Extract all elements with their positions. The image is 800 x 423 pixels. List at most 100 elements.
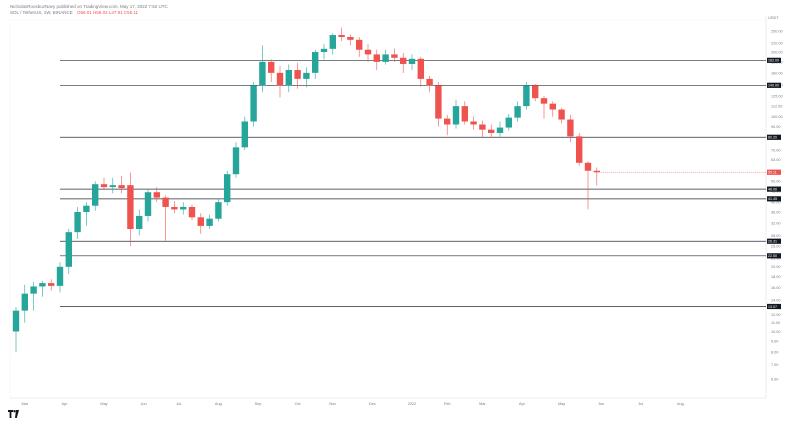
- candle-body: [136, 215, 143, 229]
- candle-bullish: [83, 202, 90, 226]
- candle-body: [496, 127, 504, 133]
- candle-bearish: [294, 62, 301, 89]
- candle-body: [320, 48, 328, 53]
- candle-body: [426, 78, 433, 86]
- candle-bearish: [188, 204, 196, 221]
- tradingview-logo[interactable]: [8, 405, 20, 423]
- candle-bearish: [576, 132, 583, 166]
- candle-body: [188, 206, 196, 218]
- candle-bearish: [400, 52, 407, 73]
- candle-bearish: [127, 172, 134, 247]
- candle-bullish: [452, 99, 460, 129]
- candle-bullish: [408, 54, 416, 70]
- candle-bullish: [259, 45, 266, 93]
- candle-bullish: [144, 189, 152, 222]
- price-tick-label: 9.00: [771, 340, 778, 344]
- candle-body: [259, 61, 266, 86]
- candle-bullish: [312, 49, 319, 79]
- candle-bearish: [338, 27, 345, 42]
- price-tick-label: 7.00: [771, 363, 778, 367]
- candle-body: [74, 211, 81, 233]
- candle-bearish: [461, 101, 468, 125]
- candle-body: [356, 39, 363, 50]
- price-tick-label: 12.00: [771, 313, 781, 317]
- price-tick-label: 28.00: [771, 234, 781, 238]
- candle-body: [452, 106, 460, 125]
- candle-bearish: [100, 177, 108, 191]
- candle-bearish: [444, 114, 451, 136]
- time-tick-label: Apr: [61, 402, 68, 406]
- time-tick-label: Dec: [369, 402, 376, 406]
- candle-bearish: [373, 49, 380, 70]
- candle-bearish: [540, 95, 548, 119]
- candle-body: [461, 106, 468, 122]
- candle-body: [584, 162, 592, 171]
- level-tag: [767, 253, 781, 259]
- last-price-tag: [767, 169, 781, 175]
- last-price-marker: 55.11: [600, 169, 781, 175]
- price-tick-label: 11.00: [771, 321, 780, 325]
- candle-body: [56, 266, 64, 286]
- candle-bearish: [364, 44, 372, 62]
- time-tick-label: 2022: [408, 402, 416, 406]
- time-tick-label: Jul: [638, 402, 643, 406]
- candle-bullish: [232, 142, 240, 178]
- candle-bearish: [479, 120, 486, 138]
- horizontal-levels: 183.00 140.00 80.20 46.00 41.45 26.31 22.50 13.…: [60, 57, 781, 310]
- level-tag: [767, 238, 781, 244]
- level-tag-label: 26.31: [768, 240, 777, 244]
- candle-bearish: [488, 124, 495, 138]
- candle-bearish: [276, 66, 284, 98]
- candle-bullish: [241, 116, 248, 150]
- level-tag-label: 140.00: [768, 84, 779, 88]
- candle-body: [65, 232, 72, 267]
- candle-body: [549, 103, 556, 110]
- price-tick-label: 6.00: [771, 378, 778, 382]
- level-tag-label: 46.00: [768, 188, 777, 192]
- candle-bearish: [268, 59, 275, 83]
- symbol-ohlc-line: SOL / TetherUS, 1W, BINANCE O56.01 H58.0…: [10, 10, 168, 16]
- candle-body: [83, 205, 90, 212]
- candle-body: [100, 184, 108, 188]
- candle-bullish: [74, 206, 81, 239]
- candle-body: [408, 58, 416, 64]
- time-tick-label: Sep: [255, 402, 262, 406]
- plot-area: [9, 19, 767, 399]
- candle-body: [268, 61, 275, 73]
- candle-body: [532, 85, 539, 99]
- candle-body: [144, 192, 152, 216]
- candle-body: [215, 202, 222, 219]
- candle-body: [364, 49, 372, 55]
- ohlc-values: O56.01 H58.02 L47.91 C55.11: [77, 10, 139, 15]
- price-tick-label: 160.00: [771, 71, 783, 75]
- candle-bearish: [593, 167, 600, 186]
- candle-body: [391, 54, 398, 58]
- price-tick-label: 14.00: [771, 298, 781, 302]
- price-tick-label: 90.00: [771, 125, 781, 129]
- level-tag: [767, 134, 781, 140]
- candle-bearish: [567, 114, 574, 143]
- candle-body: [180, 206, 187, 210]
- level-tag: [767, 186, 781, 192]
- candle-body: [523, 85, 530, 107]
- time-tick-label: Aug: [677, 402, 684, 406]
- time-tick-label: May: [100, 402, 107, 406]
- candle-body: [567, 119, 574, 137]
- price-tick-label: 63.00: [771, 158, 781, 162]
- price-tick-label: 8.00: [771, 351, 778, 355]
- candle-bullish: [329, 33, 336, 55]
- time-tick-label: Oct: [295, 402, 302, 406]
- candle-bullish: [109, 177, 116, 194]
- time-tick-label: Jun: [598, 402, 604, 406]
- level-tag-label: 80.20: [768, 136, 777, 140]
- candle-body: [224, 174, 231, 203]
- candle-bullish: [496, 121, 504, 138]
- price-tick-label: 220.00: [771, 42, 783, 46]
- candle-bullish: [180, 202, 187, 215]
- candle-body: [505, 117, 512, 128]
- candle-bearish: [197, 213, 204, 234]
- time-tick-label: Nov: [329, 402, 336, 406]
- candle-bearish: [558, 107, 565, 124]
- candle-bearish: [48, 279, 55, 291]
